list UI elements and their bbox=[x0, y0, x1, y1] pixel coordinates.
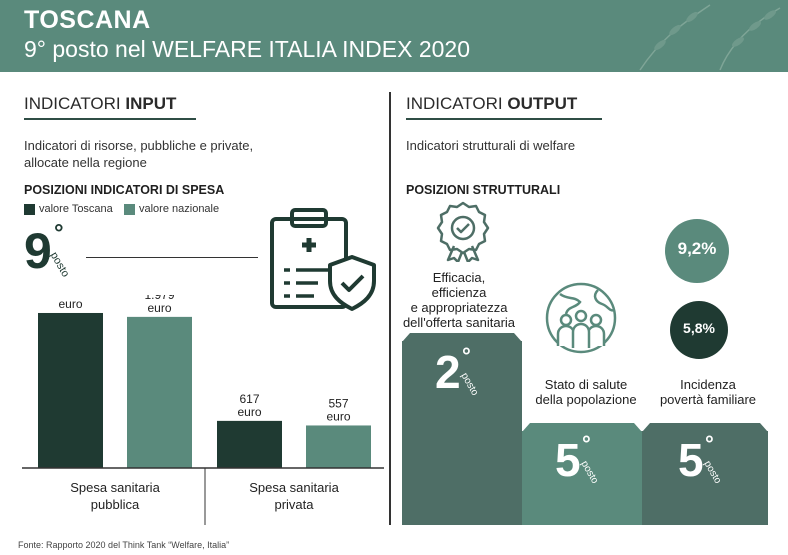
input-description: Indicatori di risorse, pubbliche e priva… bbox=[24, 137, 253, 171]
bar-value-label: 1.979 bbox=[144, 295, 174, 302]
input-section-title: INDICATORI INPUT bbox=[24, 94, 176, 114]
rank-number: 5 bbox=[678, 434, 704, 486]
podium-poverta: 5 ° posto bbox=[642, 423, 768, 525]
rank-number: 2 bbox=[435, 346, 461, 398]
header-banner: TOSCANA 9° posto nel WELFARE ITALIA INDE… bbox=[0, 0, 788, 72]
output-label-line: efficienza bbox=[431, 285, 487, 300]
output-label-line: della popolazione bbox=[535, 392, 637, 407]
input-title-light: INDICATORI bbox=[24, 94, 126, 113]
podium-salute: 5 ° posto bbox=[522, 423, 642, 525]
category-label: Spesa sanitaria bbox=[70, 480, 160, 495]
leaf-decoration-icon bbox=[639, 4, 781, 71]
badge-check-icon bbox=[436, 201, 490, 262]
input-rank-number: 9 bbox=[24, 223, 52, 279]
page-subtitle: 9° posto nel WELFARE ITALIA INDEX 2020 bbox=[24, 36, 470, 62]
spesa-bar-chart: 2.030euro1.979euroSpesa sanitariapubblic… bbox=[22, 295, 384, 525]
page-title: TOSCANA bbox=[24, 6, 151, 34]
podium-cap bbox=[642, 423, 768, 432]
output-title-light: INDICATORI bbox=[406, 94, 508, 113]
people-globe-icon bbox=[545, 282, 617, 354]
legend-swatch-nazionale bbox=[124, 204, 135, 215]
input-title-underline bbox=[24, 118, 196, 120]
output-label-line: dell'offerta sanitaria bbox=[402, 315, 516, 330]
output-label-line: Stato di salute bbox=[544, 377, 628, 392]
rank-degree: ° bbox=[582, 431, 591, 456]
output-label-salute: Stato di salute della popolazione bbox=[522, 377, 650, 407]
input-description-line: Indicatori di risorse, pubbliche e priva… bbox=[24, 138, 254, 153]
input-section-heading: POSIZIONI INDICATORI DI SPESA bbox=[24, 183, 225, 197]
podium-efficacia: 2 ° posto bbox=[402, 333, 522, 525]
bar-unit-label: euro bbox=[58, 297, 82, 311]
legend-swatch-toscana bbox=[24, 204, 35, 215]
category-label: Spesa sanitaria bbox=[249, 480, 339, 495]
output-section-title: INDICATORI OUTPUT bbox=[406, 94, 577, 114]
output-label-line: Efficacia, bbox=[432, 270, 486, 285]
rank-word: posto bbox=[578, 459, 601, 486]
poverty-circle-toscana: 9,2% bbox=[665, 219, 729, 283]
bar-unit-label: euro bbox=[147, 301, 171, 315]
bar-unit-label: euro bbox=[237, 405, 261, 419]
poverty-value: 5,8% bbox=[683, 320, 715, 336]
rank-divider-line bbox=[86, 257, 258, 258]
output-title-bold: OUTPUT bbox=[507, 94, 578, 113]
bar-value-label: 617 bbox=[239, 392, 259, 406]
output-label-poverta: Incidenza povertà familiare bbox=[644, 377, 772, 407]
bar bbox=[38, 312, 103, 468]
input-rank-degree: ° bbox=[54, 220, 64, 247]
output-title-underline bbox=[406, 118, 602, 120]
bar-value-label: 557 bbox=[328, 396, 348, 410]
bar-unit-label: euro bbox=[326, 409, 350, 423]
legend-label-nazionale: valore nazionale bbox=[139, 203, 220, 215]
bar bbox=[306, 425, 371, 468]
rank-degree: ° bbox=[462, 343, 471, 368]
column-divider bbox=[389, 92, 391, 525]
bar bbox=[127, 316, 192, 468]
clipboard-shield-icon bbox=[270, 208, 376, 311]
output-label-efficacia: Efficacia, efficienza e appropriatezza d… bbox=[396, 270, 522, 330]
legend-label-toscana: valore Toscana bbox=[39, 203, 113, 215]
category-label: privata bbox=[274, 497, 314, 512]
rank-number: 5 bbox=[555, 434, 581, 486]
output-section-heading: POSIZIONI STRUTTURALI bbox=[406, 183, 561, 197]
input-description-line: allocate nella regione bbox=[24, 155, 147, 170]
bar-value-label: 2.030 bbox=[55, 295, 85, 298]
rank-degree: ° bbox=[705, 431, 714, 456]
output-description: Indicatori strutturali di welfare bbox=[406, 138, 576, 153]
podium-cap bbox=[522, 423, 642, 432]
poverty-circle-dark: 5,8% bbox=[670, 301, 728, 359]
output-label-line: e appropriatezza bbox=[410, 300, 508, 315]
output-label-line: povertà familiare bbox=[659, 392, 757, 407]
input-title-bold: INPUT bbox=[125, 94, 177, 113]
input-rank: 9 ° posto bbox=[22, 220, 92, 282]
output-label-line: Incidenza bbox=[680, 377, 736, 392]
rank-word: posto bbox=[458, 371, 481, 398]
source-note: Fonte: Rapporto 2020 del Think Tank “Wel… bbox=[18, 540, 230, 550]
bar bbox=[217, 420, 282, 468]
poverty-value: 9,2% bbox=[677, 239, 717, 258]
rank-word: posto bbox=[701, 459, 724, 486]
podium-cap bbox=[402, 333, 522, 342]
category-label: pubblica bbox=[91, 497, 140, 512]
